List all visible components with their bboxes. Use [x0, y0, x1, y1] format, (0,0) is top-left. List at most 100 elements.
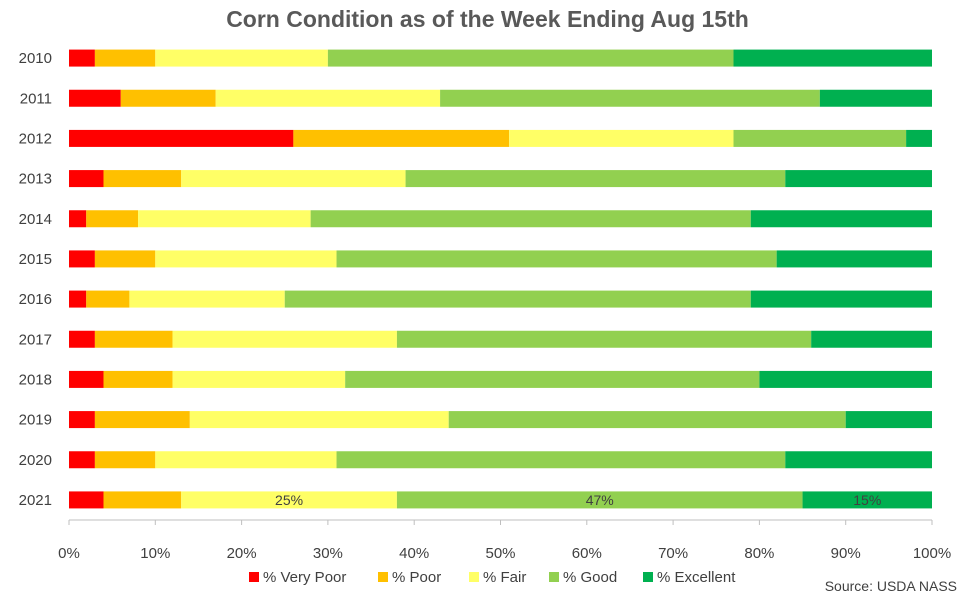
- bar-2011-good: [440, 89, 820, 107]
- legend-entry: % Fair: [483, 569, 526, 586]
- legend-entry: % Excellent: [657, 569, 736, 586]
- bar-2015-verypoor: [69, 250, 95, 268]
- bar-2011-fair: [215, 89, 441, 107]
- bar-2019-poor: [94, 411, 190, 429]
- bar-2016-verypoor: [69, 290, 87, 308]
- data-label: 47%: [586, 492, 614, 508]
- x-tick-label: 80%: [744, 545, 774, 562]
- legend-swatch: [249, 572, 259, 582]
- bar-2017-excellent: [811, 330, 932, 348]
- bar-2017-poor: [94, 330, 173, 348]
- data-label: 25%: [275, 492, 303, 508]
- x-tick-label: 10%: [140, 545, 170, 562]
- bar-2021-poor: [103, 491, 182, 509]
- x-tick-label: 50%: [485, 545, 515, 562]
- bar-2021-excellent: [802, 491, 932, 509]
- source-note: Source: USDA NASS: [824, 578, 957, 594]
- bar-2020-verypoor: [69, 451, 95, 469]
- bar-2018-fair: [172, 370, 346, 388]
- category-label-2020: 2020: [19, 452, 52, 469]
- bar-2010-verypoor: [69, 49, 95, 67]
- category-label-2011: 2011: [20, 90, 52, 107]
- x-tick-label: 40%: [399, 545, 429, 562]
- bar-2019-good: [448, 411, 846, 429]
- x-tick-label: 0%: [58, 545, 80, 562]
- legend-entry: % Good: [563, 569, 617, 586]
- bar-2019-verypoor: [69, 411, 95, 429]
- category-label-2012: 2012: [19, 130, 52, 147]
- bar-2012-good: [733, 129, 907, 147]
- bar-2020-good: [336, 451, 786, 469]
- bar-2011-verypoor: [69, 89, 121, 107]
- bar-2019-fair: [189, 411, 449, 429]
- bar-2014-verypoor: [69, 210, 87, 228]
- bar-2016-poor: [86, 290, 130, 308]
- bar-2021-verypoor: [69, 491, 104, 509]
- bar-2010-fair: [155, 49, 328, 67]
- legend-swatch: [549, 572, 559, 582]
- bar-2013-verypoor: [69, 170, 104, 188]
- bar-2018-excellent: [759, 370, 932, 388]
- bar-2017-verypoor: [69, 330, 95, 348]
- bar-2013-excellent: [785, 170, 932, 188]
- bar-2016-excellent: [750, 290, 932, 308]
- category-label-2017: 2017: [19, 331, 52, 348]
- bar-2010-poor: [94, 49, 156, 67]
- category-label-2018: 2018: [19, 371, 52, 388]
- bar-2021-good: [396, 491, 803, 509]
- bar-2018-verypoor: [69, 370, 104, 388]
- legend-entry: % Very Poor: [263, 569, 346, 586]
- legend-swatch: [469, 572, 479, 582]
- bar-2013-poor: [103, 170, 182, 188]
- category-label-2015: 2015: [19, 251, 52, 268]
- category-label-2021: 2021: [19, 492, 52, 509]
- bar-2012-verypoor: [69, 129, 294, 147]
- x-tick-label: 90%: [831, 545, 861, 562]
- bar-2010-excellent: [733, 49, 932, 67]
- bar-2012-poor: [293, 129, 510, 147]
- category-label-2016: 2016: [19, 291, 52, 308]
- bar-2021-fair: [181, 491, 397, 509]
- bar-2015-excellent: [776, 250, 932, 268]
- bar-2018-poor: [103, 370, 173, 388]
- x-tick-label: 20%: [227, 545, 257, 562]
- category-label-2010: 2010: [19, 50, 52, 67]
- bar-2011-excellent: [819, 89, 932, 107]
- data-label: 15%: [853, 492, 881, 508]
- bar-2015-poor: [94, 250, 156, 268]
- x-tick-label: 100%: [913, 545, 951, 562]
- bar-2016-good: [284, 290, 751, 308]
- bar-2019-excellent: [845, 411, 932, 429]
- bar-2013-good: [405, 170, 786, 188]
- x-tick-label: 60%: [572, 545, 602, 562]
- bar-2011-poor: [120, 89, 216, 107]
- bar-2020-fair: [155, 451, 337, 469]
- bar-2012-excellent: [906, 129, 932, 147]
- bar-2018-good: [345, 370, 760, 388]
- legend-entry: % Poor: [392, 569, 441, 586]
- bar-2014-good: [310, 210, 751, 228]
- bar-2020-poor: [94, 451, 156, 469]
- category-label-2019: 2019: [19, 412, 52, 429]
- bar-2014-excellent: [750, 210, 932, 228]
- bar-2015-good: [336, 250, 777, 268]
- bar-2014-fair: [138, 210, 311, 228]
- legend-swatch: [643, 572, 653, 582]
- bar-2016-fair: [129, 290, 285, 308]
- bar-2012-fair: [509, 129, 734, 147]
- legend-swatch: [378, 572, 388, 582]
- chart-title: Corn Condition as of the Week Ending Aug…: [226, 6, 749, 32]
- bar-2010-good: [327, 49, 734, 67]
- bar-2017-good: [396, 330, 812, 348]
- category-label-2014: 2014: [19, 211, 52, 228]
- bar-2015-fair: [155, 250, 337, 268]
- bar-2014-poor: [86, 210, 139, 228]
- x-tick-label: 30%: [313, 545, 343, 562]
- category-label-2013: 2013: [19, 171, 52, 188]
- x-tick-label: 70%: [658, 545, 688, 562]
- bar-2017-fair: [172, 330, 397, 348]
- bar-2020-excellent: [785, 451, 932, 469]
- bar-2013-fair: [181, 170, 406, 188]
